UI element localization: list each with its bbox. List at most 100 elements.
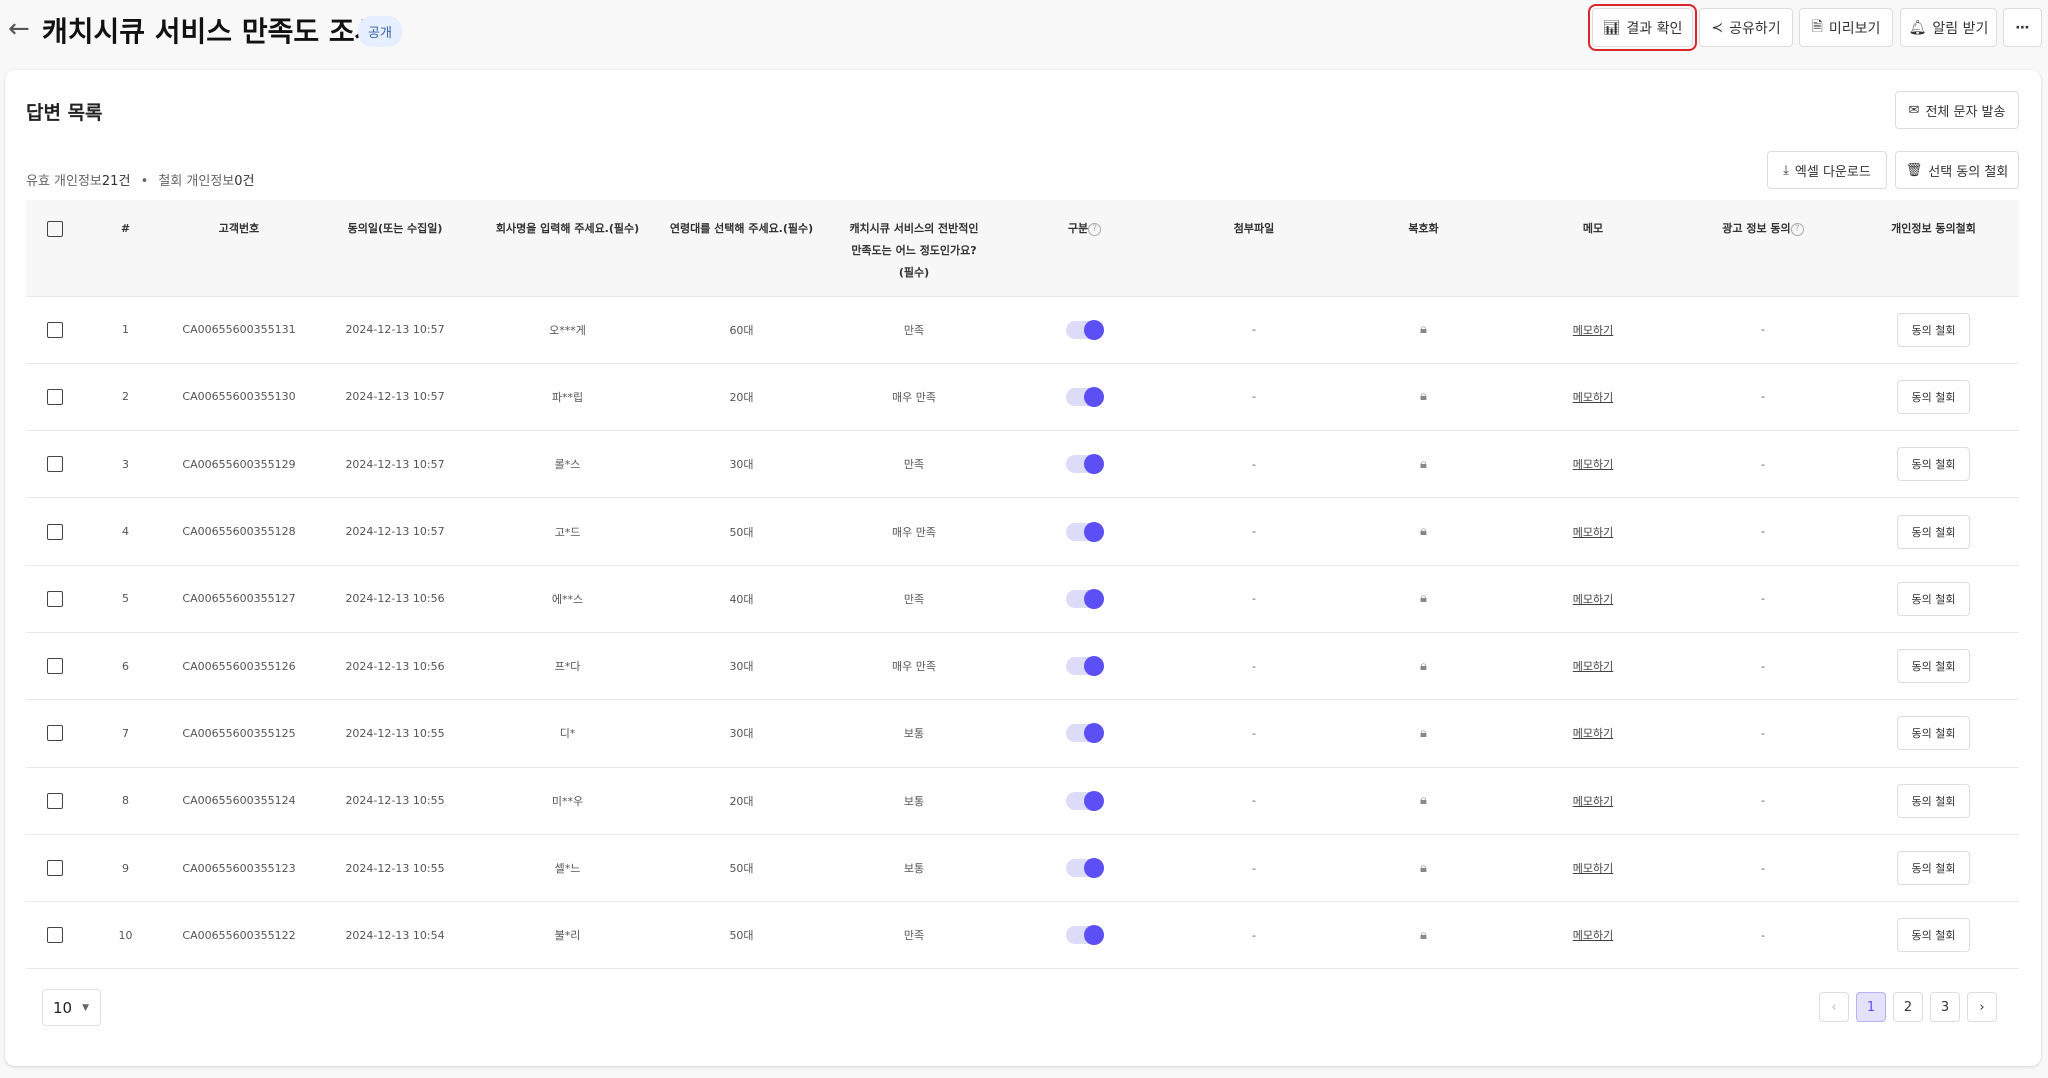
lock-icon[interactable]: 🔒︎ — [1420, 725, 1427, 741]
type-toggle[interactable] — [1065, 521, 1104, 542]
bar-chart-icon: 📊︎ — [1602, 19, 1621, 36]
table-header: # 고객번호 동의일(또는 수집일) 회사명을 입력해 주세요.(필수) 연령대… — [26, 200, 2019, 296]
ad-consent: - — [1678, 833, 1848, 902]
attachment: - — [1169, 833, 1339, 902]
consent-date: 2024-12-13 10:54 — [310, 901, 480, 970]
withdraw-consent-button[interactable]: 동의 철회 — [1896, 447, 1971, 482]
row-no: 7 — [83, 699, 168, 768]
type-toggle[interactable] — [1065, 319, 1104, 340]
type-toggle[interactable] — [1065, 656, 1104, 677]
help-icon[interactable]: ? — [1790, 222, 1804, 236]
row-checkbox[interactable] — [46, 590, 63, 607]
customer-id: CA00655600355130 — [168, 362, 310, 431]
memo-link[interactable]: 메모하기 — [1572, 525, 1614, 539]
lock-icon[interactable]: 🔒︎ — [1420, 322, 1427, 338]
type-toggle[interactable] — [1065, 386, 1104, 407]
lock-icon[interactable]: 🔒︎ — [1420, 389, 1427, 405]
type-toggle[interactable] — [1065, 925, 1104, 946]
lock-icon[interactable]: 🔒︎ — [1420, 860, 1427, 876]
consent-date: 2024-12-13 10:57 — [310, 295, 480, 364]
lock-icon[interactable]: 🔒︎ — [1420, 793, 1427, 809]
type-toggle[interactable] — [1065, 790, 1104, 811]
age-group: 50대 — [655, 497, 828, 566]
page-title: 캐치시큐 서비스 만족도 조사 — [42, 15, 381, 48]
company: 불*리 — [480, 901, 655, 970]
satisfaction: 보통 — [828, 766, 1000, 835]
row-checkbox[interactable] — [46, 792, 63, 809]
company: 파**립 — [480, 362, 655, 431]
satisfaction: 만족 — [828, 295, 1000, 364]
page-3-button[interactable]: 3 — [1930, 992, 1960, 1022]
attachment: - — [1169, 430, 1339, 498]
company: 오***게 — [480, 295, 655, 364]
lock-icon[interactable]: 🔒︎ — [1420, 927, 1427, 943]
ad-consent: - — [1678, 766, 1848, 835]
row-no: 9 — [83, 833, 168, 902]
withdraw-consent-button[interactable]: 동의 철회 — [1896, 918, 1971, 953]
withdraw-consent-button[interactable]: 동의 철회 — [1896, 581, 1971, 616]
memo-link[interactable]: 메모하기 — [1572, 929, 1614, 943]
lock-icon[interactable]: 🔒︎ — [1420, 524, 1427, 540]
memo-link[interactable]: 메모하기 — [1572, 458, 1614, 472]
row-no: 10 — [83, 901, 168, 970]
table-row: 1 CA00655600355131 2024-12-13 10:57 오***… — [26, 295, 2019, 364]
preview-icon: 🗎︎ — [1811, 18, 1823, 35]
row-checkbox[interactable] — [46, 456, 63, 473]
row-checkbox[interactable] — [46, 658, 63, 675]
row-checkbox[interactable] — [46, 927, 63, 944]
withdraw-consent-button[interactable]: 동의 철회 — [1896, 649, 1971, 684]
company: 미**우 — [480, 766, 655, 835]
age-group: 30대 — [655, 631, 828, 700]
type-toggle[interactable] — [1065, 858, 1104, 879]
withdraw-selected-button[interactable]: 🗑︎ 선택 동의 철회 — [1895, 151, 2019, 189]
view-results-button[interactable]: 📊︎ 결과 확인 — [1588, 4, 1697, 51]
col-ad-consent: 광고 정보 동의? — [1678, 200, 1848, 296]
per-page-select[interactable]: 10 ▼ — [42, 989, 101, 1026]
type-toggle[interactable] — [1065, 454, 1104, 475]
lock-icon[interactable]: 🔒︎ — [1420, 658, 1427, 674]
trash-icon: 🗑︎ — [1905, 162, 1923, 178]
memo-link[interactable]: 메모하기 — [1572, 390, 1614, 404]
share-icon: ≺ — [1711, 19, 1724, 36]
memo-link[interactable]: 메모하기 — [1572, 592, 1614, 606]
ad-consent: - — [1678, 564, 1848, 633]
row-checkbox[interactable] — [46, 388, 63, 405]
memo-link[interactable]: 메모하기 — [1572, 660, 1614, 674]
row-checkbox[interactable] — [46, 725, 63, 742]
type-toggle[interactable] — [1065, 723, 1104, 744]
withdraw-consent-button[interactable]: 동의 철회 — [1896, 716, 1971, 751]
send-all-sms-button[interactable]: ✉ 전체 문자 발송 — [1895, 91, 2019, 129]
lock-icon[interactable]: 🔒︎ — [1420, 591, 1427, 607]
withdraw-consent-button[interactable]: 동의 철회 — [1896, 514, 1971, 549]
lock-icon[interactable]: 🔒︎ — [1420, 456, 1427, 472]
prev-page-button[interactable]: ‹ — [1819, 992, 1849, 1022]
row-checkbox[interactable] — [46, 860, 63, 877]
row-checkbox[interactable] — [46, 523, 63, 540]
table-row: 10 CA00655600355122 2024-12-13 10:54 불*리… — [26, 901, 2019, 970]
withdraw-consent-button[interactable]: 동의 철회 — [1896, 783, 1971, 818]
memo-link[interactable]: 메모하기 — [1572, 323, 1614, 337]
back-arrow-icon[interactable]: ← — [8, 14, 30, 44]
page-1-button[interactable]: 1 — [1856, 992, 1886, 1022]
notify-button[interactable]: 🔔︎ 알림 받기 — [1900, 8, 1997, 47]
more-button[interactable]: ⋯ — [2003, 8, 2042, 47]
withdraw-consent-button[interactable]: 동의 철회 — [1896, 379, 1971, 414]
help-icon[interactable]: ? — [1088, 222, 1102, 236]
ad-consent: - — [1678, 430, 1848, 498]
company: 셀*느 — [480, 833, 655, 902]
excel-download-button[interactable]: ⤓ 엑셀 다운로드 — [1767, 151, 1887, 189]
select-all-checkbox[interactable] — [46, 221, 63, 237]
memo-link[interactable]: 메모하기 — [1572, 794, 1614, 808]
memo-link[interactable]: 메모하기 — [1572, 862, 1614, 876]
withdraw-consent-button[interactable]: 동의 철회 — [1896, 851, 1971, 886]
share-button[interactable]: ≺ 공유하기 — [1699, 8, 1793, 47]
preview-button[interactable]: 🗎︎ 미리보기 — [1799, 8, 1893, 47]
memo-link[interactable]: 메모하기 — [1572, 727, 1614, 741]
satisfaction: 매우 만족 — [828, 362, 1000, 431]
page-2-button[interactable]: 2 — [1893, 992, 1923, 1022]
table-row: 5 CA00655600355127 2024-12-13 10:56 에**스… — [26, 564, 2019, 633]
withdraw-consent-button[interactable]: 동의 철회 — [1896, 312, 1971, 347]
row-checkbox[interactable] — [46, 321, 63, 338]
type-toggle[interactable] — [1065, 588, 1104, 609]
next-page-button[interactable]: › — [1967, 992, 1997, 1022]
